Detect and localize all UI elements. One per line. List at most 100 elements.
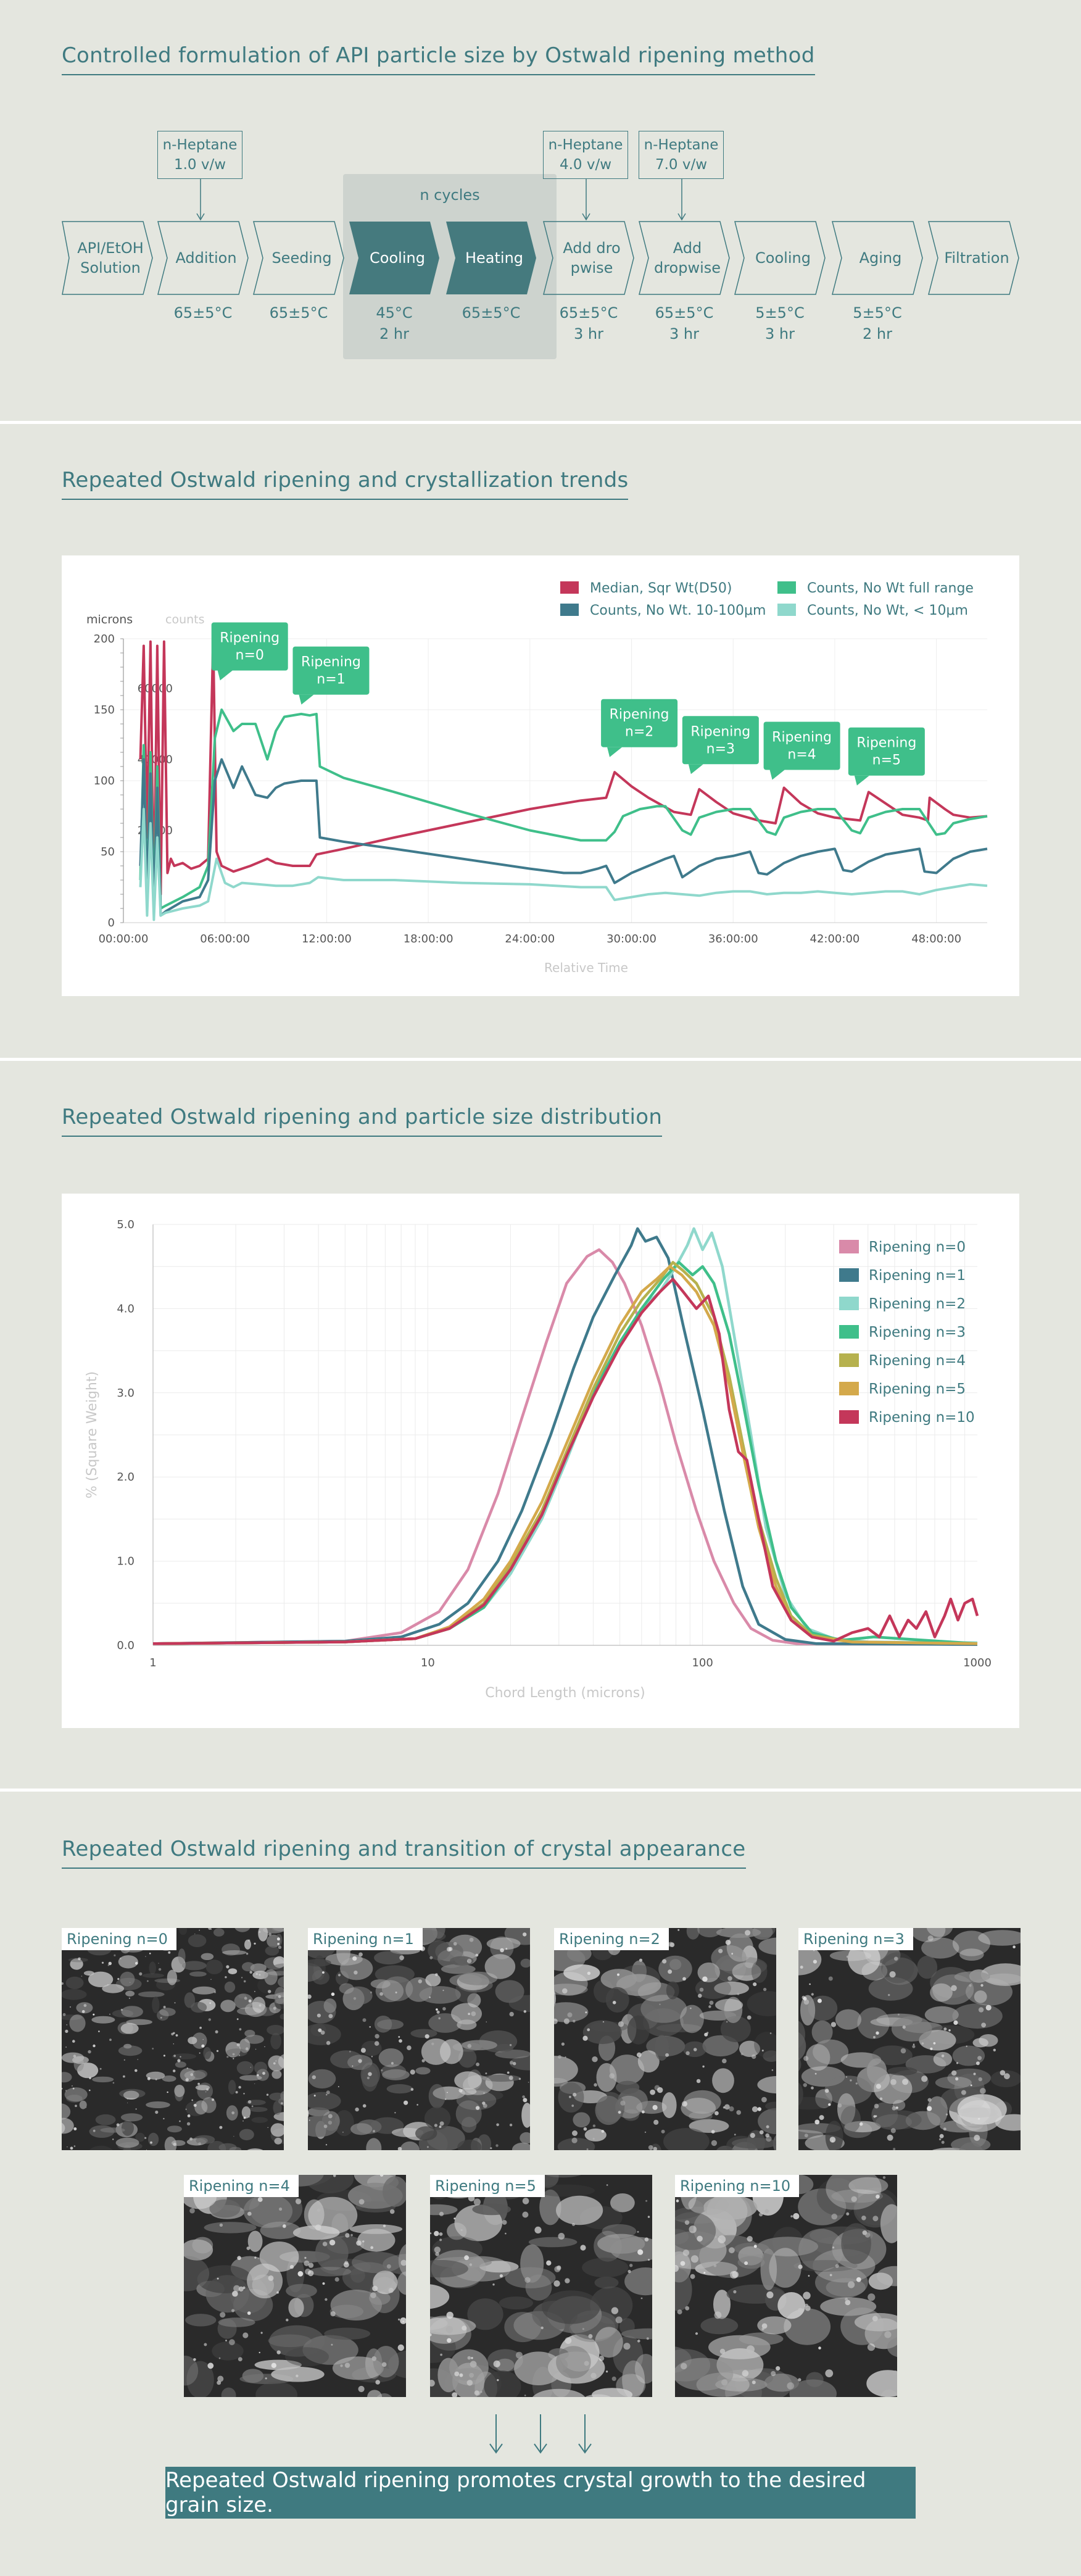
ripening-callout: Ripening n=0 bbox=[211, 622, 288, 681]
series-line bbox=[152, 1227, 978, 1646]
y-tick-label: 1.0 bbox=[117, 1555, 135, 1568]
micrograph-label: Ripening n=4 bbox=[184, 2175, 299, 2197]
ripening-callout: Ripening n=4 bbox=[763, 721, 840, 780]
process-condition: 65±5°C 3 hr bbox=[655, 304, 714, 343]
process-step: Add dropwise bbox=[639, 221, 730, 295]
x-tick-label: 18:00:00 bbox=[404, 933, 454, 945]
x-tick-label: 1000 bbox=[963, 1656, 992, 1669]
process-step: Cooling bbox=[349, 221, 440, 295]
crystal-micrograph: Ripening n=3 bbox=[798, 1928, 1021, 2150]
x-tick-label: 12:00:00 bbox=[302, 933, 352, 945]
crystal-micrograph: Ripening n=5 bbox=[430, 2175, 652, 2397]
legend-item: Ripening n=4 bbox=[839, 1353, 966, 1369]
right-axis-label: counts bbox=[165, 613, 205, 626]
svg-text:Ripening n=2: Ripening n=2 bbox=[869, 1296, 966, 1312]
process-condition: 65±5°C bbox=[173, 304, 233, 322]
legend-item: Median, Sqr Wt(D50) bbox=[560, 581, 732, 596]
legend-item: Ripening n=0 bbox=[839, 1239, 966, 1255]
process-step-label: Cooling bbox=[370, 249, 425, 267]
psd-chart-panel: 0.0 1.0 2.0 3.0 4.0 5.0 1 10 100 1000 Chord Length… bbox=[62, 1194, 1019, 1728]
section4-title: Repeated Ostwald ripening and transition… bbox=[62, 1837, 746, 1869]
x-tick-label: 06:00:00 bbox=[200, 933, 250, 945]
section2-title: Repeated Ostwald ripening and crystalliz… bbox=[62, 468, 629, 500]
y-tick-label: 4.0 bbox=[117, 1302, 135, 1315]
micrograph-label: Ripening n=2 bbox=[554, 1928, 669, 1950]
x-tick-label: 00:00:00 bbox=[99, 933, 149, 945]
process-step-label: Filtration bbox=[944, 249, 1009, 267]
process-step-label: Heating bbox=[465, 249, 524, 267]
process-step: Aging bbox=[832, 221, 923, 295]
process-condition: 65±5°C bbox=[269, 304, 328, 322]
series-line bbox=[152, 1261, 978, 1645]
svg-text:Ripening n=4: Ripening n=4 bbox=[869, 1353, 966, 1369]
process-condition: 65±5°C bbox=[462, 304, 521, 322]
y-tick-label: 50 bbox=[101, 846, 115, 858]
arrow-down-icon bbox=[196, 179, 205, 221]
process-condition: 65±5°C 3 hr bbox=[559, 304, 618, 343]
svg-text:Median, Sqr Wt(D50): Median, Sqr Wt(D50) bbox=[590, 581, 732, 596]
process-step-label: Cooling bbox=[755, 249, 811, 267]
process-step: Addition bbox=[157, 221, 249, 295]
x-tick-label: 100 bbox=[692, 1656, 713, 1669]
svg-text:Ripening n=3: Ripening n=3 bbox=[869, 1324, 966, 1340]
section3-title: Repeated Ostwald ripening and particle s… bbox=[62, 1105, 663, 1137]
series-line bbox=[139, 708, 988, 910]
process-step-label: Aging bbox=[859, 249, 902, 267]
trend-chart-panel: 0 50 100 150 200 20000 40000 60000 microns counts… bbox=[62, 555, 1019, 996]
y-tick-label: 2.0 bbox=[117, 1471, 135, 1484]
x-tick-label: 42:00:00 bbox=[810, 933, 860, 945]
crystal-micrograph: Ripening n=1 bbox=[308, 1928, 530, 2150]
process-condition: 45°C 2 hr bbox=[376, 304, 413, 343]
ripening-callout: Ripening n=5 bbox=[848, 727, 925, 786]
series-line bbox=[139, 808, 988, 921]
down-arrows-icon bbox=[489, 2414, 592, 2454]
process-step: Cooling bbox=[734, 221, 826, 295]
legend-item: Counts, No Wt, < 10μm bbox=[777, 603, 968, 618]
process-step-label: Add dropwise bbox=[653, 239, 721, 276]
y-tick-label: 3.0 bbox=[117, 1387, 135, 1400]
conclusion-banner: Repeated Ostwald ripening promotes cryst… bbox=[165, 2467, 916, 2519]
series-line bbox=[139, 758, 988, 917]
svg-text:Ripening n=5: Ripening n=5 bbox=[869, 1381, 966, 1397]
legend-item: Ripening n=10 bbox=[839, 1410, 975, 1426]
y-tick-label: 5.0 bbox=[117, 1218, 135, 1231]
legend-item: Ripening n=1 bbox=[839, 1268, 966, 1284]
crystal-micrograph: Ripening n=4 bbox=[184, 2175, 406, 2397]
process-step-label: API/EtOH Solution bbox=[77, 239, 144, 276]
svg-text:Counts, No Wt. 10-100μm: Counts, No Wt. 10-100μm bbox=[590, 603, 766, 618]
ripening-callout: Ripening n=2 bbox=[601, 699, 678, 757]
section1-title: Controlled formulation of API particle s… bbox=[62, 43, 815, 75]
legend-item: Ripening n=3 bbox=[839, 1324, 966, 1340]
svg-text:Ripening n=0: Ripening n=0 bbox=[869, 1239, 966, 1255]
y-axis-label: % (Square Weight) bbox=[85, 1371, 100, 1498]
svg-text:Counts, No Wt full range: Counts, No Wt full range bbox=[807, 581, 974, 596]
crystal-micrograph: Ripening n=0 bbox=[62, 1928, 284, 2150]
cycle-label: n cycles bbox=[420, 186, 480, 204]
heptane-addition-box: n-Heptane 1.0 v/w bbox=[157, 131, 242, 179]
psd-chart: 0.0 1.0 2.0 3.0 4.0 5.0 1 10 100 1000 Chord Length… bbox=[85, 1218, 992, 1701]
process-condition: 5±5°C 2 hr bbox=[853, 304, 902, 343]
legend-item: Counts, No Wt full range bbox=[777, 581, 974, 596]
series-line bbox=[152, 1261, 978, 1645]
process-step: Seeding bbox=[253, 221, 344, 295]
ripening-callout: Ripening n=3 bbox=[682, 716, 759, 775]
y-tick-label: 200 bbox=[94, 633, 115, 646]
micrograph-label: Ripening n=0 bbox=[62, 1928, 176, 1950]
crystal-micrograph: Ripening n=10 bbox=[675, 2175, 897, 2397]
series-line bbox=[152, 1278, 979, 1645]
process-step-label: Addition bbox=[175, 249, 237, 267]
series-line bbox=[152, 1265, 978, 1645]
micrograph-label: Ripening n=5 bbox=[430, 2175, 545, 2197]
x-axis-label: Relative Time bbox=[544, 960, 628, 975]
ripening-callout: Ripening n=1 bbox=[292, 646, 370, 705]
y-tick-label: 100 bbox=[94, 775, 115, 787]
process-condition: 5±5°C 3 hr bbox=[755, 304, 805, 343]
x-tick-label: 30:00:00 bbox=[607, 933, 656, 945]
divider bbox=[0, 421, 1081, 424]
